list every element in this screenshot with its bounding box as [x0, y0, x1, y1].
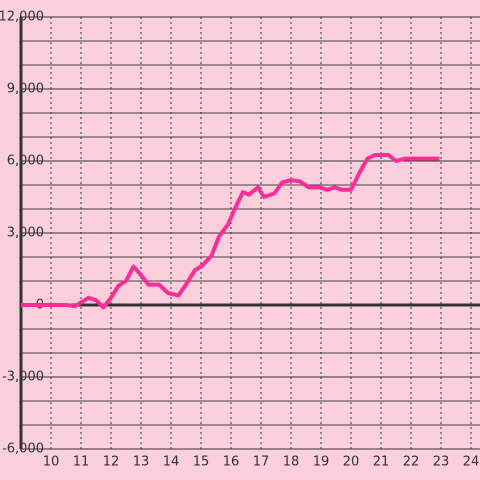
- y-tick-label: -6,000: [2, 442, 44, 457]
- y-tick-label: 9,000: [7, 82, 44, 97]
- x-tick-label: 10: [43, 455, 60, 470]
- x-tick-label: 20: [343, 455, 360, 470]
- x-tick-label: 12: [103, 455, 120, 470]
- x-tick-label: 21: [373, 455, 390, 470]
- x-tick-label: 17: [253, 455, 270, 470]
- y-tick-label: 3,000: [7, 226, 44, 241]
- x-tick-label: 13: [133, 455, 150, 470]
- x-tick-label: 11: [73, 455, 90, 470]
- x-tick-label: 16: [223, 455, 240, 470]
- x-tick-label: 14: [163, 455, 180, 470]
- y-tick-label: -3,000: [2, 370, 44, 385]
- x-tick-label: 19: [313, 455, 330, 470]
- x-tick-label: 23: [433, 455, 450, 470]
- x-tick-label: 18: [283, 455, 300, 470]
- x-tick-label: 22: [403, 455, 420, 470]
- x-tick-label: 15: [193, 455, 210, 470]
- y-tick-label: 6,000: [7, 154, 44, 169]
- data-line: [21, 153, 440, 310]
- x-tick-label: 24: [463, 455, 480, 470]
